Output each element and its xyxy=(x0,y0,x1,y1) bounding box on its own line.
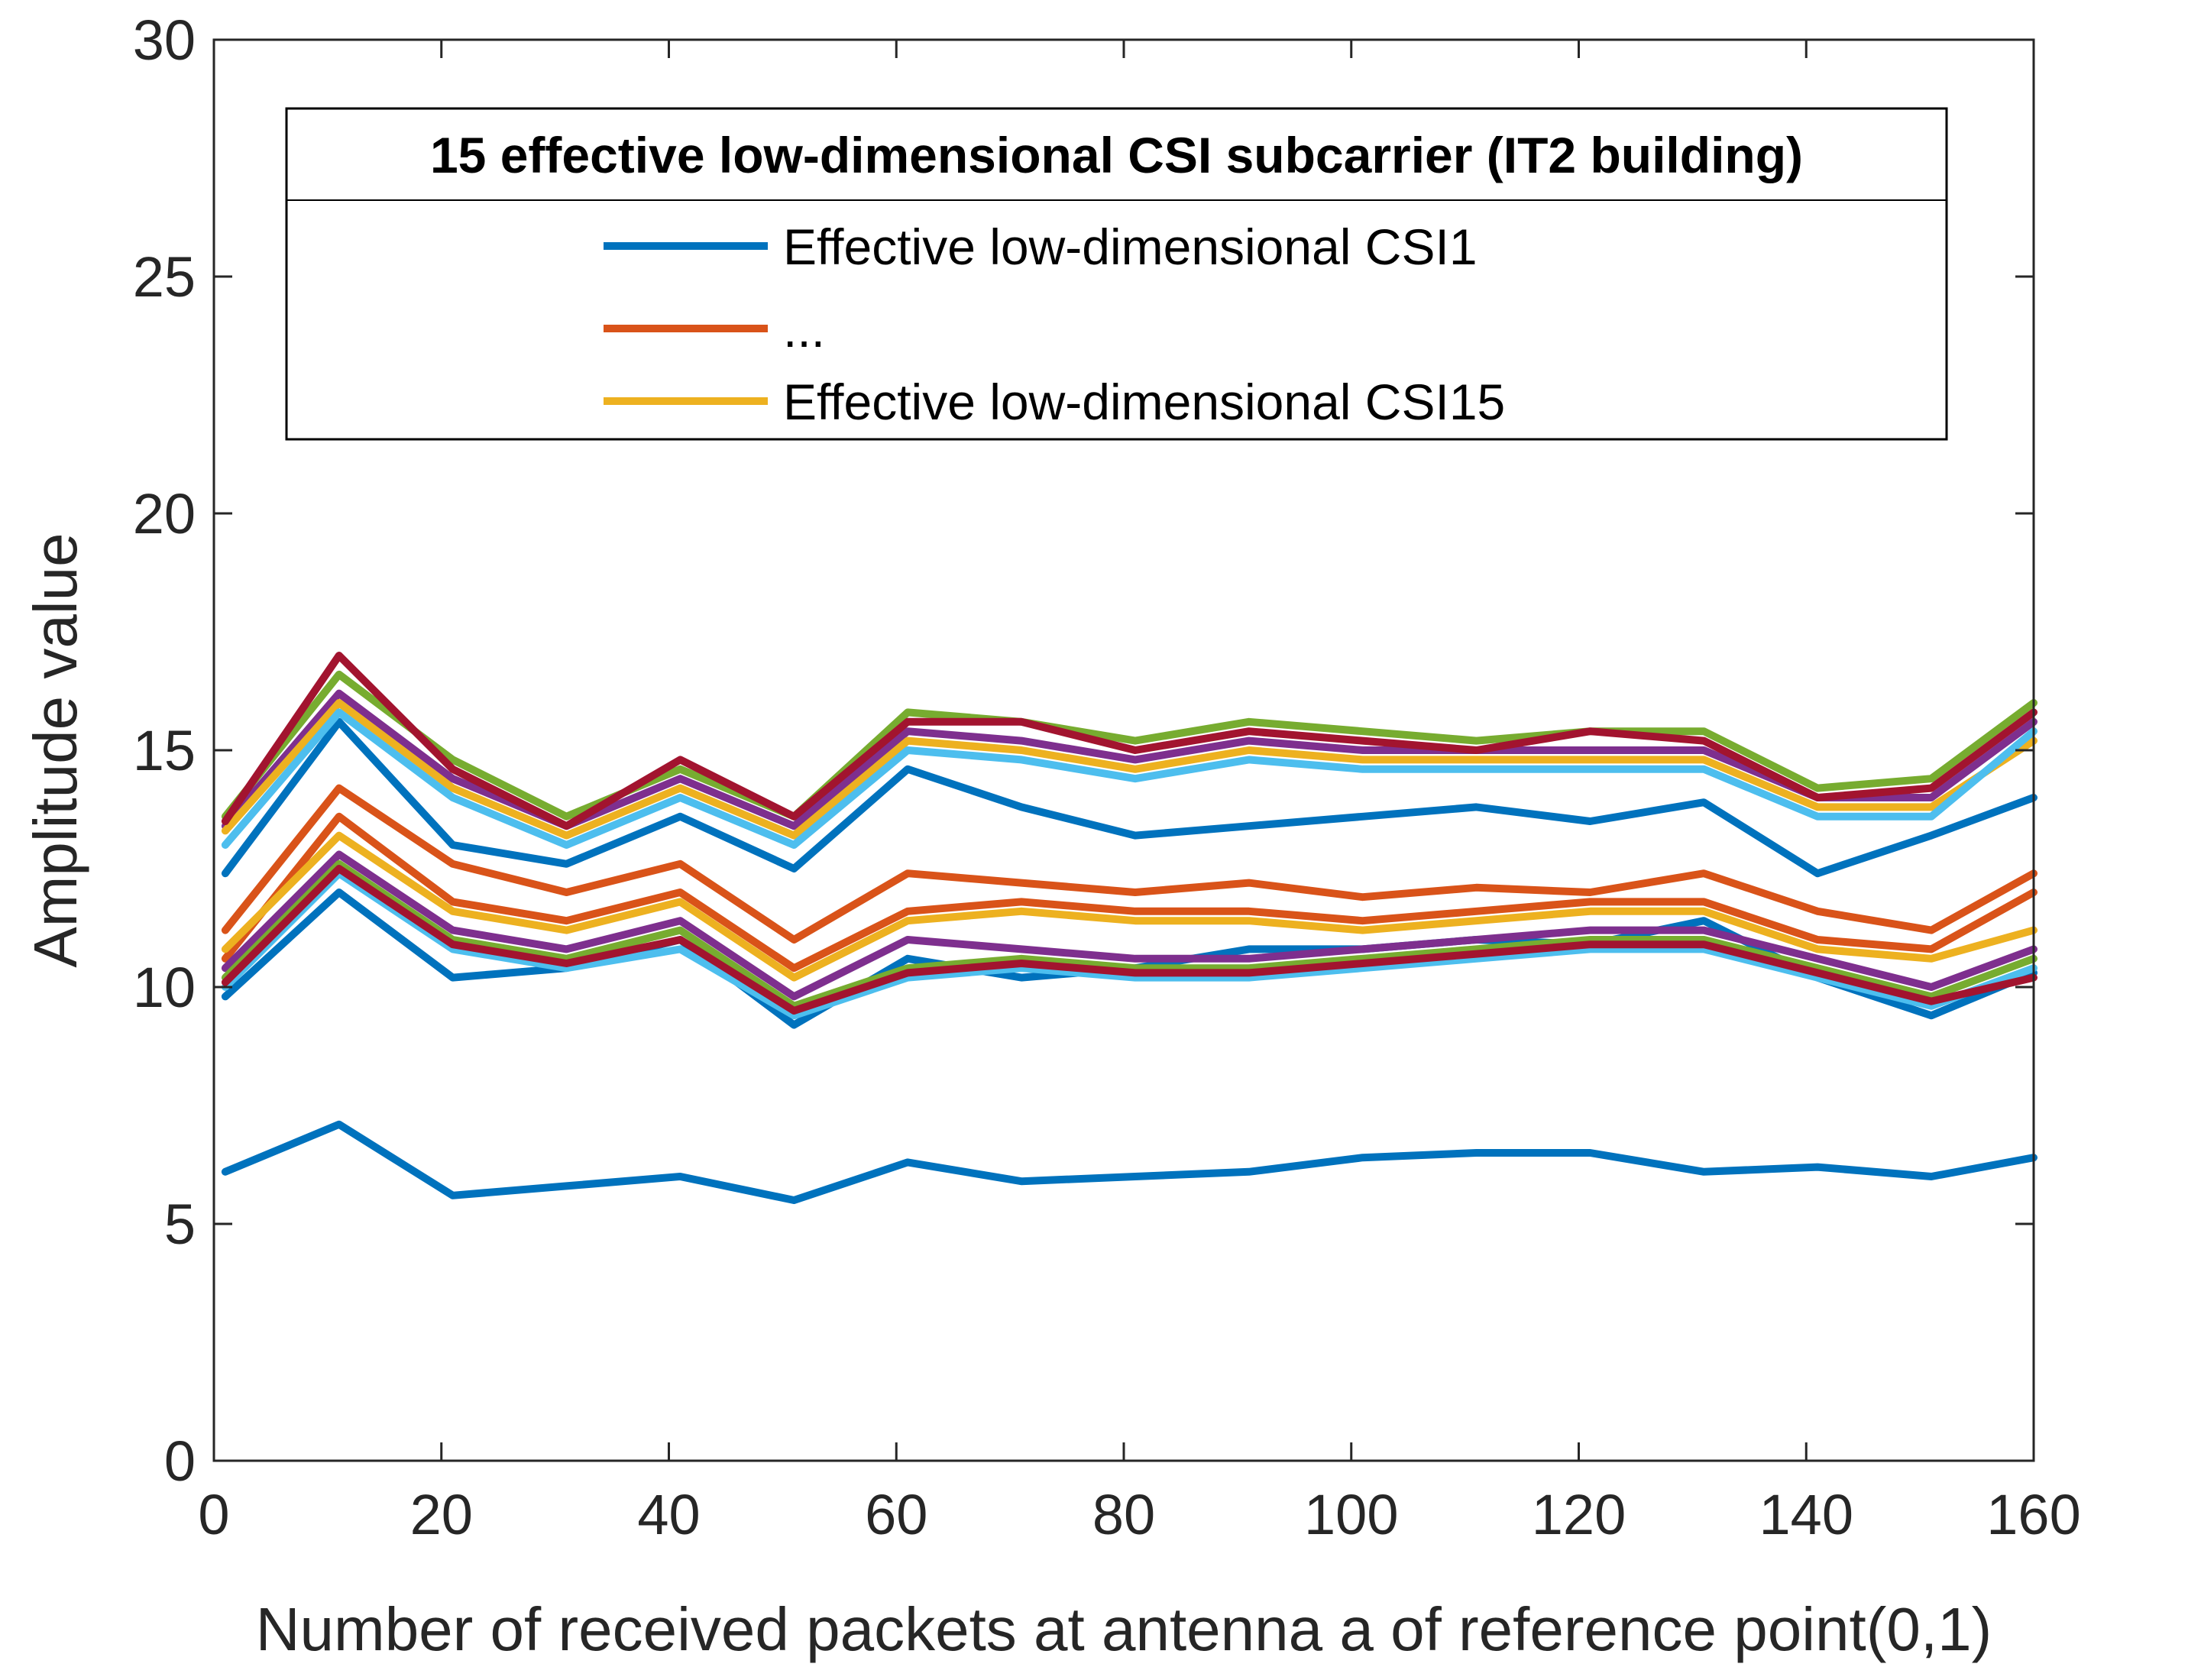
y-tick-label: 10 xyxy=(133,956,196,1019)
y-tick-label: 25 xyxy=(133,245,196,309)
y-tick-label: 0 xyxy=(164,1429,196,1493)
y-tick-label: 5 xyxy=(164,1193,196,1256)
y-tick-label: 15 xyxy=(133,719,196,782)
series-line-8 xyxy=(221,859,2037,1010)
series-line-11 xyxy=(221,670,2037,821)
series-line-13 xyxy=(221,699,2037,840)
y-tick-label: 30 xyxy=(133,8,196,72)
series-line-15 xyxy=(221,652,2037,830)
x-tick-label: 0 xyxy=(198,1483,229,1546)
series-line-7 xyxy=(221,850,2037,1001)
series-line-14 xyxy=(221,708,2037,849)
series-line-5 xyxy=(221,812,2037,973)
series-line-2 xyxy=(221,717,2037,878)
x-tick-label: 40 xyxy=(637,1483,700,1546)
series-line-6 xyxy=(221,831,2037,982)
legend-label: Effective low-dimensional CSI15 xyxy=(783,374,1505,430)
legend-label: ... xyxy=(783,301,825,358)
y-tick-label: 20 xyxy=(133,482,196,545)
series-layer xyxy=(221,652,2037,1204)
series-line-9 xyxy=(221,869,2037,1020)
series-line-10 xyxy=(221,865,2037,1015)
x-tick-label: 140 xyxy=(1759,1483,1853,1546)
series-line-1 xyxy=(221,1120,2037,1204)
legend-box xyxy=(285,107,1948,441)
series-line-4 xyxy=(221,784,2037,944)
x-tick-label: 20 xyxy=(410,1483,473,1546)
x-tick-label: 160 xyxy=(1986,1483,2080,1546)
x-tick-label: 80 xyxy=(1092,1483,1155,1546)
legend-title: 15 effective low-dimensional CSI subcarr… xyxy=(430,127,1803,183)
x-axis-title: Number of received packets at antenna a … xyxy=(256,1595,1992,1663)
y-axis-title: Amplitude value xyxy=(21,532,89,967)
x-tick-label: 60 xyxy=(865,1483,927,1546)
x-tick-label: 100 xyxy=(1304,1483,1398,1546)
ticks-layer: 0 20 40 60 80 100 120 140 160 0 5 10 15 20 25 30 xyxy=(133,8,2081,1546)
x-tick-label: 120 xyxy=(1532,1483,1626,1546)
legend-label: Effective low-dimensional CSI1 xyxy=(783,218,1478,275)
legend: 15 effective low-dimensional CSI subcarr… xyxy=(285,107,1948,441)
